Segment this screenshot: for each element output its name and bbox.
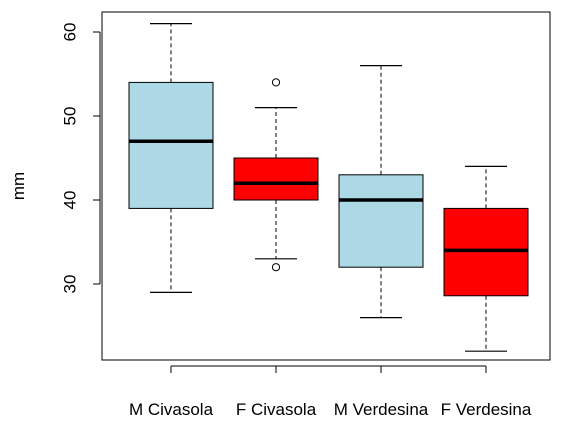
boxes-layer: [128, 23, 529, 352]
y-tick-label: 60: [61, 23, 80, 42]
plot-frame: [101, 11, 551, 361]
y-tick-label: 30: [61, 275, 80, 294]
y-tick-label: 50: [61, 107, 80, 126]
box-group: [443, 165, 529, 352]
box-group: [233, 78, 319, 272]
x-category-label: M Civasola: [129, 400, 214, 419]
iqr-box: [233, 157, 319, 201]
x-category-label: M Verdesina: [334, 400, 429, 419]
x-category-label: F Civasola: [236, 400, 317, 419]
x-axis: M Civasola F Civasola M Verdesina F Verdesi…: [129, 365, 532, 419]
iqr-box: [128, 81, 214, 209]
y-axis-title: mm: [9, 172, 28, 200]
x-category-label: F Verdesina: [441, 400, 532, 419]
box-group: [128, 23, 214, 293]
box-group: [338, 64, 424, 319]
y-axis: 30 40 50 60: [61, 23, 101, 294]
outlier-point: [271, 78, 281, 87]
outlier-point: [271, 263, 281, 272]
iqr-box: [338, 174, 424, 268]
y-tick-label: 40: [61, 191, 80, 210]
